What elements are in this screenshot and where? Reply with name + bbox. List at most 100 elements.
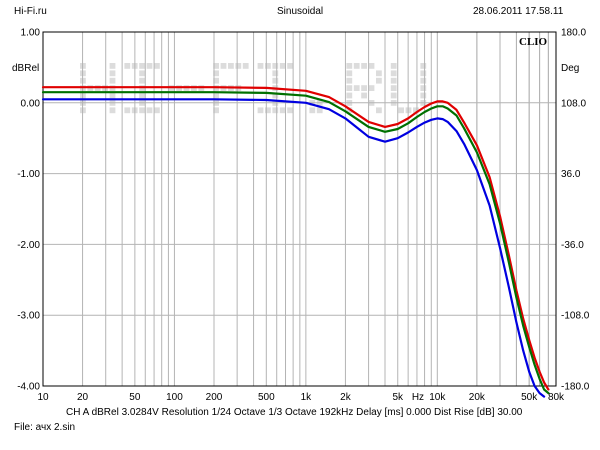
clio-brand-label: CLIO xyxy=(519,36,548,48)
watermark-dot xyxy=(353,63,360,69)
watermark-dot xyxy=(213,92,219,99)
x-tick-label: 10k xyxy=(429,392,446,403)
watermark-dot xyxy=(139,77,145,84)
y-tick-label: 0.00 xyxy=(21,98,41,109)
header-datetime: 28.06.2011 17.58.11 xyxy=(473,6,564,17)
watermark-dot xyxy=(257,107,264,114)
watermark-dot xyxy=(272,70,279,77)
y2-tick-label: -36.0 xyxy=(561,240,584,251)
watermark-dot xyxy=(265,63,271,69)
watermark-dot xyxy=(390,63,397,69)
footer-settings: CH A dBRel 3.0284V Resolution 1/24 Octav… xyxy=(66,407,523,418)
watermark-dot xyxy=(146,107,153,114)
watermark-dot xyxy=(361,63,367,69)
x-tick-label: 5k xyxy=(392,392,404,403)
x-tick-label: 50k xyxy=(521,392,538,403)
series-line-1 xyxy=(41,86,550,391)
watermark-dot xyxy=(390,92,397,99)
watermark-dot xyxy=(420,77,427,84)
watermark-dot xyxy=(346,70,353,77)
plot-frame xyxy=(42,31,557,387)
watermark-dot xyxy=(287,107,293,114)
chart-grid xyxy=(43,31,556,387)
x-tick-label: 200 xyxy=(206,392,223,403)
watermark-dot xyxy=(420,63,427,69)
watermark-dot xyxy=(420,92,427,99)
series-layer xyxy=(41,86,550,398)
watermark-dot xyxy=(390,85,397,91)
watermark-dot xyxy=(346,107,353,114)
watermark-dot xyxy=(235,63,242,69)
y2-tick-label: 180.0 xyxy=(561,28,586,39)
x-tick-label: 2k xyxy=(340,392,352,403)
watermark-dot xyxy=(272,77,279,84)
y2-tick-label: 36.0 xyxy=(561,169,581,180)
watermark-dot xyxy=(287,63,293,69)
watermark-dot xyxy=(420,70,427,77)
header-source: Hi-Fi.ru xyxy=(14,6,47,17)
x-tick-label: 500 xyxy=(258,392,275,403)
watermark-dot xyxy=(139,107,145,114)
watermark-dot xyxy=(376,70,382,77)
x-tick-label: 80k xyxy=(548,392,565,403)
watermark-dot xyxy=(346,63,353,69)
watermark-dot xyxy=(413,107,419,114)
x-tick-label: 50 xyxy=(129,392,141,403)
watermark-dot xyxy=(109,77,116,84)
watermark-dot xyxy=(390,70,397,77)
footer-file: File: ачх 2.sin xyxy=(14,422,76,433)
watermark-dot xyxy=(213,70,219,77)
watermark-dot xyxy=(109,107,116,114)
y-tick-label: -2.00 xyxy=(17,240,40,251)
watermark-dot xyxy=(109,63,116,69)
x-tick-label: 10 xyxy=(37,392,49,403)
watermark-dot xyxy=(213,63,219,69)
x-tick-label: 100 xyxy=(166,392,183,403)
watermark-dot xyxy=(368,85,375,91)
watermark-dot xyxy=(228,63,234,69)
watermark-dot xyxy=(346,77,353,84)
watermark-dot xyxy=(272,107,279,114)
watermark-dot xyxy=(353,85,360,91)
watermark-dot xyxy=(109,92,116,99)
watermark-dot xyxy=(279,107,286,114)
y2-tick-label: -108.0 xyxy=(561,311,590,322)
y-tick-label: 1.00 xyxy=(21,28,41,39)
y2-tick-label: 108.0 xyxy=(561,98,586,109)
y-tick-label: -1.00 xyxy=(17,169,40,180)
series-line-3 xyxy=(41,98,546,398)
watermark-dot xyxy=(154,107,160,114)
watermark-dot xyxy=(139,92,145,99)
header-mode: Sinusoidal xyxy=(277,6,324,17)
y2-axis-title: Deg xyxy=(561,63,579,74)
watermark-dot xyxy=(139,70,145,77)
watermark-dot xyxy=(124,63,131,69)
watermark-dot xyxy=(257,63,264,69)
x-tick-label: 20 xyxy=(77,392,89,403)
watermark-dot xyxy=(242,63,249,69)
watermark-dot xyxy=(376,77,382,84)
x-unit-label: Hz xyxy=(412,392,424,403)
y-tick-label: -4.00 xyxy=(17,382,40,393)
watermark-dot xyxy=(213,77,219,84)
watermark-dot xyxy=(272,92,279,99)
series-line-2 xyxy=(41,91,550,395)
watermark-dot xyxy=(398,107,404,114)
watermark-dot xyxy=(154,63,160,69)
watermark-dot xyxy=(346,92,353,99)
watermark-dot xyxy=(272,63,279,69)
watermark-dot xyxy=(146,63,153,69)
y2-tick-label: -180.0 xyxy=(561,382,590,393)
watermark-dot xyxy=(279,63,286,69)
watermark-dot xyxy=(265,107,271,114)
watermark-dot xyxy=(109,70,116,77)
watermark-dot xyxy=(361,85,367,91)
watermark-dot xyxy=(139,63,145,69)
watermark-dot xyxy=(213,107,219,114)
watermark-dot xyxy=(368,63,375,69)
watermark-dot xyxy=(361,92,367,99)
watermark-dot xyxy=(346,85,353,91)
x-tick-label: 1k xyxy=(301,392,313,403)
y-axis-title: dBRel xyxy=(12,63,39,74)
